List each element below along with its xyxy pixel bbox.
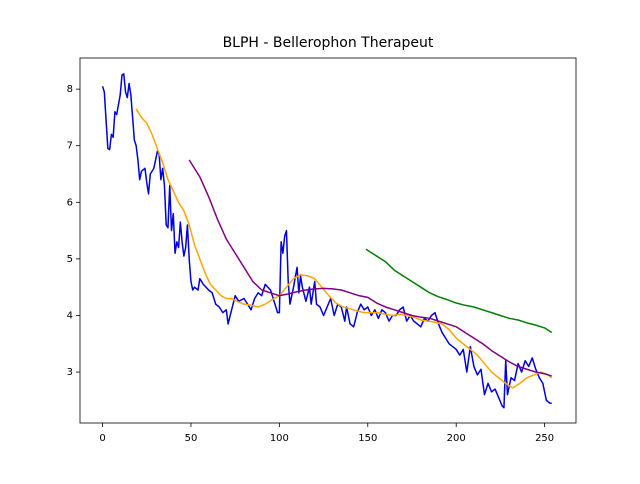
x-tick-label: 200 <box>447 433 466 444</box>
series-line <box>135 108 553 389</box>
y-tick-label: 3 <box>67 367 73 378</box>
x-tick-label: 100 <box>270 433 289 444</box>
y-tick-label: 8 <box>67 84 73 95</box>
series-line <box>101 73 552 409</box>
x-tick-label: 50 <box>185 433 198 444</box>
series-line <box>188 159 552 377</box>
x-tick-label: 150 <box>358 433 377 444</box>
y-tick-label: 7 <box>67 141 73 152</box>
plot-frame <box>79 57 577 424</box>
x-tick-label: 250 <box>535 433 554 444</box>
y-tick-label: 4 <box>67 310 73 321</box>
y-tick-label: 6 <box>67 197 73 208</box>
chart-title: BLPH - Bellerophon Therapeut <box>223 35 434 51</box>
y-tick-label: 5 <box>67 254 73 265</box>
series-line <box>365 248 553 334</box>
x-tick-label: 0 <box>99 433 105 444</box>
